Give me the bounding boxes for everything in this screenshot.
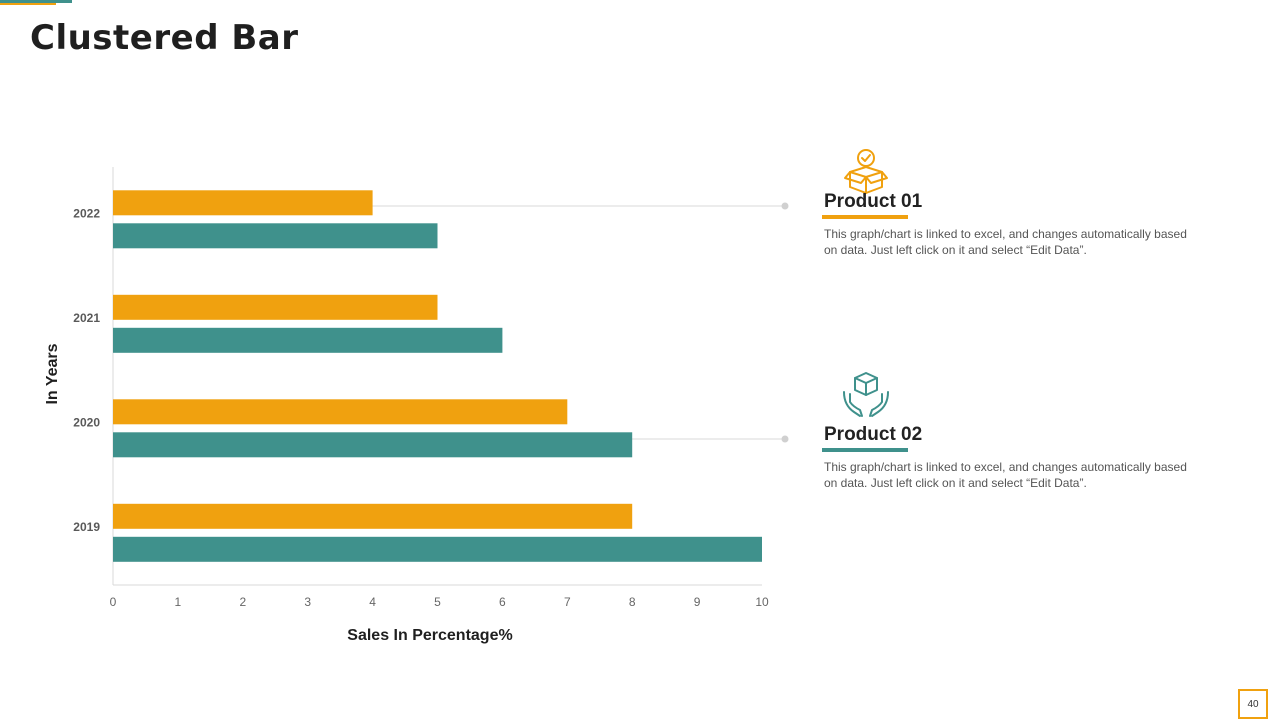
top-accent-bar bbox=[0, 0, 72, 3]
x-tick-label-10: 10 bbox=[755, 595, 769, 609]
open-box-check-icon bbox=[844, 149, 888, 194]
slide-title: Clustered Bar bbox=[30, 18, 299, 58]
product-02-underline bbox=[822, 448, 908, 452]
bar-product-02-2022 bbox=[113, 223, 438, 249]
bar-product-02-2019 bbox=[113, 536, 762, 562]
x-tick-label-7: 7 bbox=[564, 595, 571, 609]
y-axis-title: In Years bbox=[44, 343, 61, 404]
x-tick-label-6: 6 bbox=[499, 595, 506, 609]
connector-dot-product-02 bbox=[781, 435, 789, 443]
x-tick-label-8: 8 bbox=[629, 595, 636, 609]
page-number: 40 bbox=[1238, 689, 1268, 719]
bar-product-01-2019 bbox=[113, 503, 633, 529]
x-tick-label-1: 1 bbox=[175, 595, 182, 609]
x-tick-label-2: 2 bbox=[239, 595, 246, 609]
bar-product-01-2021 bbox=[113, 294, 438, 320]
clustered-bar-chart: 2022 2021 2020 2019 0 1 2 3 4 5 6 7 8 9 10 Sales In Per… bbox=[44, 167, 789, 644]
x-tick-label-9: 9 bbox=[694, 595, 701, 609]
y-tick-label-2019: 2019 bbox=[73, 520, 100, 534]
product-01-title: Product 01 bbox=[824, 191, 923, 212]
bar-product-02-2020 bbox=[113, 432, 633, 458]
hands-holding-box-icon bbox=[843, 372, 889, 417]
bar-product-01-2020 bbox=[113, 399, 568, 425]
x-tick-label-5: 5 bbox=[434, 595, 441, 609]
product-01-underline bbox=[822, 215, 908, 219]
x-tick-label-4: 4 bbox=[369, 595, 376, 609]
product-02-description: This graph/chart is linked to excel, and… bbox=[824, 460, 1187, 490]
y-tick-label-2021: 2021 bbox=[73, 311, 100, 325]
product-01-description: This graph/chart is linked to excel, and… bbox=[824, 227, 1187, 257]
y-tick-label-2022: 2022 bbox=[73, 206, 100, 220]
x-tick-label-3: 3 bbox=[304, 595, 311, 609]
product-02-title: Product 02 bbox=[824, 424, 923, 445]
y-tick-label-2020: 2020 bbox=[73, 415, 100, 429]
x-tick-label-0: 0 bbox=[110, 595, 117, 609]
bar-product-02-2021 bbox=[113, 327, 503, 353]
bar-product-01-2022 bbox=[113, 190, 373, 216]
connector-dot-product-01 bbox=[781, 202, 789, 210]
x-axis-title: Sales In Percentage% bbox=[347, 627, 512, 644]
top-accent-bar-secondary bbox=[0, 3, 56, 5]
